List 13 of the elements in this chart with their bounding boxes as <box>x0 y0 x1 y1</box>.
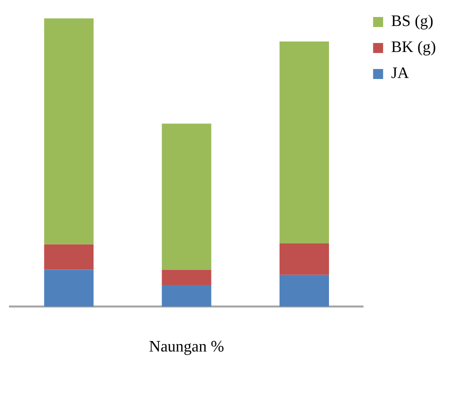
bar <box>280 274 329 307</box>
x-axis-title: Naungan % <box>149 338 224 356</box>
legend-label: BK (g) <box>391 39 436 56</box>
legend-label: BS (g) <box>391 13 434 30</box>
bar <box>44 18 94 244</box>
bar <box>44 270 94 307</box>
bar <box>162 270 212 285</box>
bar <box>280 41 329 244</box>
bar <box>44 244 94 270</box>
bar <box>162 124 212 270</box>
bar <box>162 284 212 307</box>
bar <box>280 243 329 275</box>
legend-label: JA <box>391 65 410 82</box>
